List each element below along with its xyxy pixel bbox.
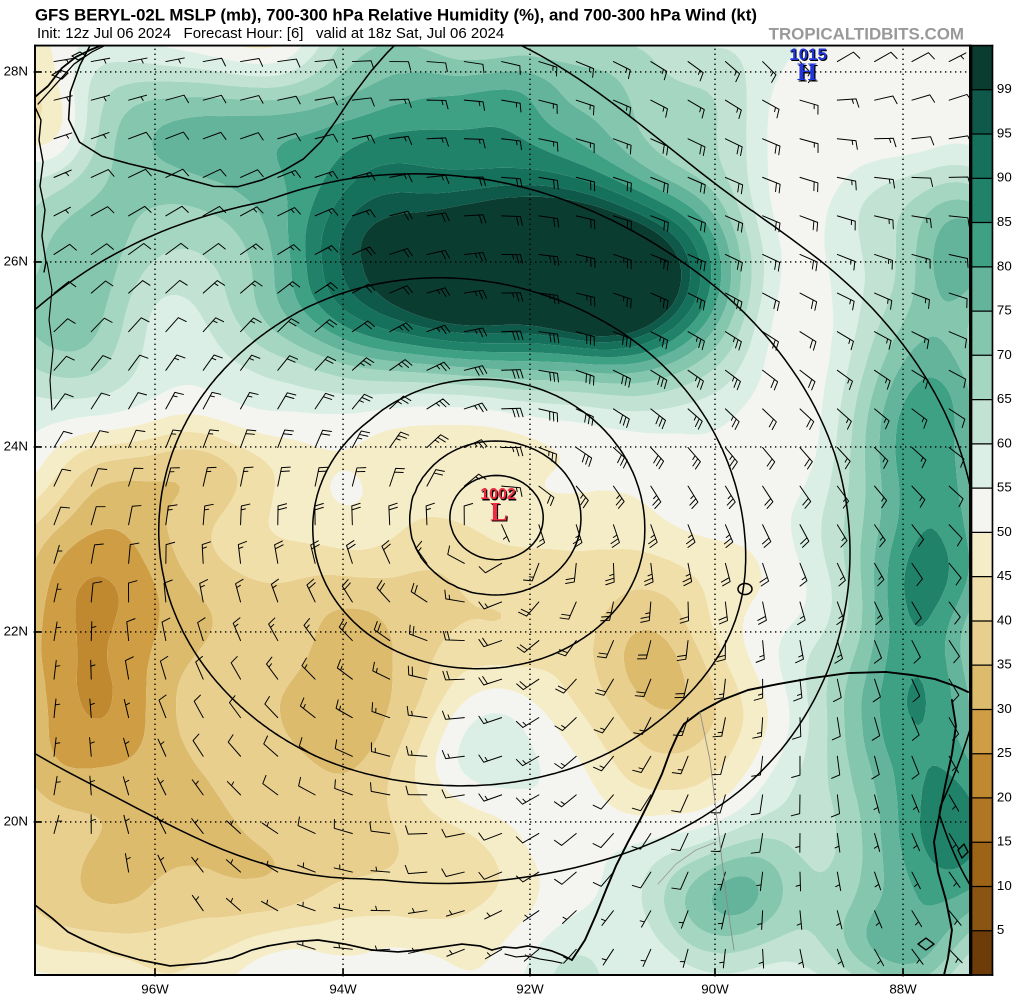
- svg-text:30: 30: [997, 701, 1012, 716]
- svg-text:15: 15: [997, 834, 1012, 849]
- svg-text:H: H: [798, 58, 818, 87]
- svg-text:92W: 92W: [516, 981, 544, 996]
- svg-text:28N: 28N: [4, 63, 28, 78]
- svg-text:L: L: [491, 498, 509, 528]
- svg-text:26N: 26N: [4, 253, 28, 268]
- svg-text:25: 25: [997, 745, 1012, 760]
- svg-text:20N: 20N: [4, 813, 28, 828]
- svg-text:94W: 94W: [329, 981, 357, 996]
- svg-text:GFS BERYL-02L MSLP (mb), 700-3: GFS BERYL-02L MSLP (mb), 700-300 hPa Rel…: [35, 5, 757, 24]
- svg-text:99: 99: [997, 81, 1012, 96]
- svg-text:1015: 1015: [789, 45, 827, 64]
- svg-text:20: 20: [997, 789, 1012, 804]
- svg-text:H: H: [797, 57, 817, 86]
- svg-text:95: 95: [997, 126, 1012, 141]
- svg-text:24N: 24N: [4, 438, 28, 453]
- svg-text:90W: 90W: [701, 981, 729, 996]
- svg-text:22N: 22N: [4, 623, 28, 638]
- svg-text:75: 75: [997, 303, 1012, 318]
- svg-text:Init: 12z Jul 06 2024 Foreca: Init: 12z Jul 06 2024 Forecast Hour: [6]…: [37, 25, 504, 42]
- svg-text:35: 35: [997, 657, 1012, 672]
- svg-text:5: 5: [997, 922, 1004, 937]
- svg-text:TROPICALTIDBITS.COM: TROPICALTIDBITS.COM: [769, 24, 964, 43]
- svg-text:L: L: [490, 496, 508, 526]
- svg-text:88W: 88W: [889, 981, 917, 996]
- svg-text:85: 85: [997, 214, 1012, 229]
- svg-text:55: 55: [997, 480, 1012, 495]
- svg-text:96W: 96W: [141, 981, 169, 996]
- svg-text:60: 60: [997, 435, 1012, 450]
- svg-text:45: 45: [997, 568, 1012, 583]
- svg-text:80: 80: [997, 258, 1012, 273]
- svg-text:40: 40: [997, 612, 1012, 627]
- svg-text:1002: 1002: [480, 486, 516, 503]
- svg-text:1002: 1002: [481, 487, 517, 504]
- svg-text:1015: 1015: [790, 46, 828, 65]
- svg-text:90: 90: [997, 170, 1012, 185]
- svg-text:10: 10: [997, 878, 1012, 893]
- svg-text:65: 65: [997, 391, 1012, 406]
- svg-text:70: 70: [997, 347, 1012, 362]
- svg-text:50: 50: [997, 524, 1012, 539]
